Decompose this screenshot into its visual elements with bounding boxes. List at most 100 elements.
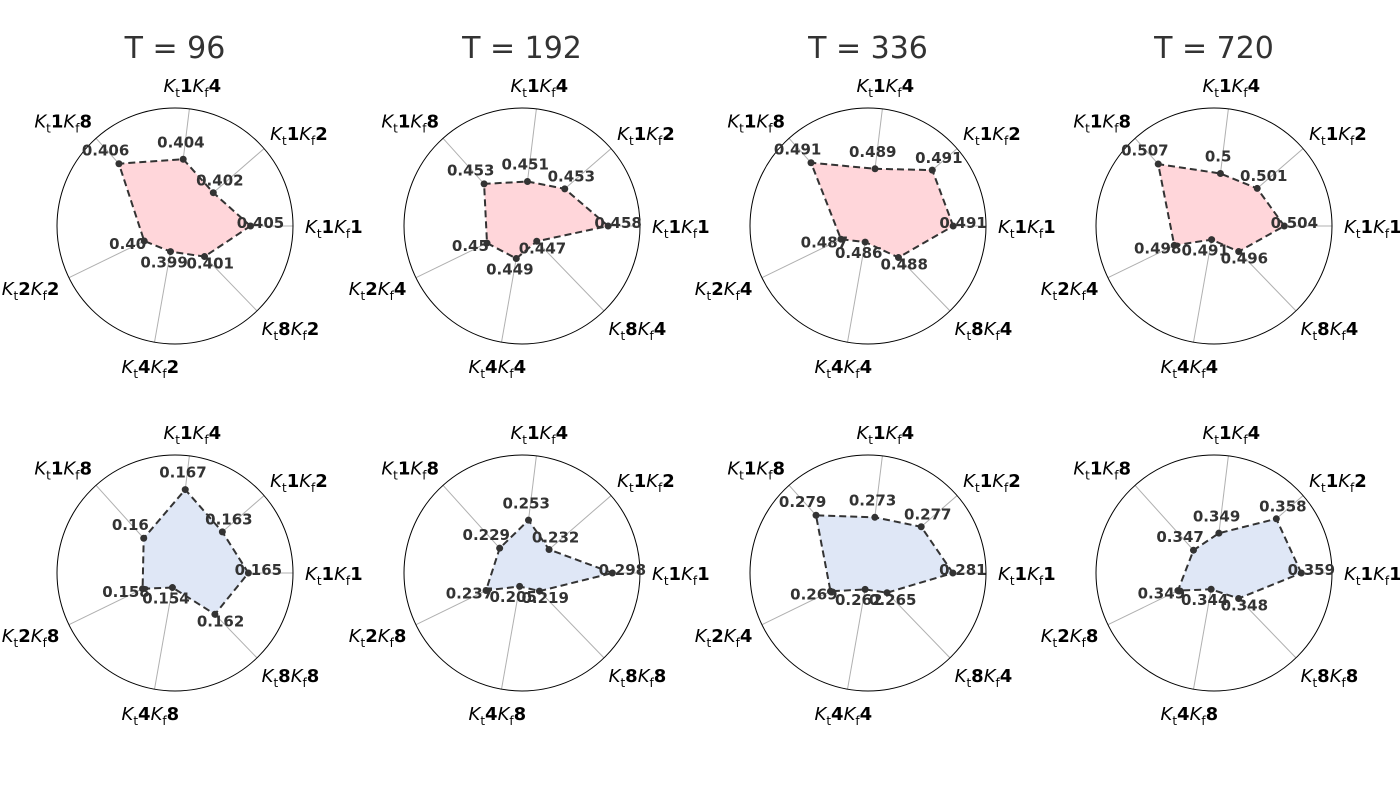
axis-label: Kt1Kf2 [963, 471, 1021, 495]
outer-circle [749, 107, 987, 345]
axis-label: Kt1Kf1 [998, 217, 1056, 241]
data-point [861, 585, 869, 593]
data-point [1215, 529, 1223, 537]
data-label: 0.253 [502, 494, 549, 512]
axis-label: Kt1Kf4 [856, 423, 914, 447]
axis-label: Kt8Kf8 [262, 666, 320, 690]
axis-label: Kt1Kf2 [1309, 124, 1367, 148]
data-label: 0.447 [519, 239, 566, 257]
panel-title: T = 192 [461, 31, 582, 66]
data-label: 0.167 [159, 464, 206, 482]
series-line [117, 158, 253, 258]
axis-label: Kt2Kf8 [349, 626, 407, 650]
spoke-line [1193, 225, 1215, 343]
data-label: 0.504 [1271, 214, 1318, 232]
data-point [1272, 515, 1280, 523]
axis-label: Kt1Kf4 [163, 423, 221, 447]
data-point [871, 513, 879, 521]
data-label: 0.279 [779, 493, 826, 511]
data-label: 0.507 [1121, 142, 1168, 160]
data-label: 0.491 [915, 149, 962, 167]
data-point [949, 569, 957, 577]
axis-label: Kt1Kf4 [1202, 76, 1260, 100]
data-point [837, 235, 845, 243]
data-point [211, 610, 219, 618]
spoke-line [154, 572, 176, 690]
axis-label: Kt1Kf8 [727, 458, 785, 482]
data-point [1170, 241, 1178, 249]
axis-label: Kt4Kf4 [815, 357, 873, 381]
data-point [1207, 585, 1215, 593]
data-label: 0.488 [880, 256, 927, 274]
data-label: 0.406 [82, 141, 129, 159]
outer-circle [403, 454, 641, 692]
data-point [861, 238, 869, 246]
data-point [1208, 236, 1216, 244]
axis-label: Kt1Kf1 [305, 564, 363, 588]
data-point [512, 255, 520, 263]
axis-label: Kt1Kf8 [34, 458, 92, 482]
axis-label: Kt1Kf4 [163, 76, 221, 100]
data-point [209, 189, 217, 197]
axis-label: Kt1Kf2 [617, 124, 675, 148]
data-point [201, 253, 209, 261]
data-point [604, 222, 612, 230]
data-label: 0.277 [904, 506, 951, 524]
data-point [1297, 569, 1305, 577]
data-point [218, 528, 226, 536]
data-point [1235, 594, 1243, 602]
data-label: 0.237 [446, 585, 493, 603]
axis-label: Kt1Kf2 [1309, 471, 1367, 495]
axis-label: Kt1Kf1 [652, 564, 710, 588]
data-point [807, 159, 815, 167]
series-area [1177, 518, 1302, 599]
data-label: 0.404 [157, 133, 204, 151]
data-point [482, 587, 490, 595]
data-label: 0.5 [1205, 148, 1232, 166]
series-line [141, 488, 250, 616]
data-point [244, 569, 252, 577]
data-label: 0.298 [599, 561, 646, 579]
data-label: 0.40 [109, 235, 146, 253]
axis-label: Kt2Kf4 [695, 626, 753, 650]
data-point [928, 166, 936, 174]
data-label: 0.154 [142, 589, 189, 607]
axis-label: Kt4Kf8 [1161, 704, 1219, 728]
data-point [516, 582, 524, 590]
data-label: 0.405 [237, 214, 284, 232]
radar-panel-8: 0.3590.3580.3490.3470.3490.3440.348Kt1Kf… [1041, 423, 1400, 728]
axis-label: Kt1Kf1 [1344, 564, 1400, 588]
spoke-line [501, 572, 523, 690]
axis-label: Kt8Kf2 [262, 319, 320, 343]
axis-label: Kt8Kf8 [609, 666, 667, 690]
data-point [524, 516, 532, 524]
axis-label: Kt8Kf4 [955, 319, 1013, 343]
data-label: 0.496 [1221, 250, 1268, 268]
outer-circle [749, 454, 987, 692]
outer-circle [1095, 454, 1333, 692]
axis-label: Kt1Kf8 [381, 111, 439, 135]
series-area [484, 181, 609, 259]
data-label: 0.158 [102, 583, 149, 601]
axis-label: Kt1Kf2 [270, 124, 328, 148]
data-point [523, 177, 531, 185]
data-point [166, 248, 174, 256]
axis-label: Kt1Kf1 [305, 217, 363, 241]
data-label: 0.498 [1134, 240, 1181, 258]
data-label: 0.453 [548, 168, 595, 186]
axis-label: Kt1Kf8 [381, 458, 439, 482]
data-label: 0.347 [1156, 528, 1203, 546]
axis-label: Kt2Kf4 [1041, 279, 1099, 303]
radar-panel-1: T = 96 0.405 0.402 0.404 0.406 0.400.3990.401… [2, 31, 363, 381]
data-label: 0.349 [1193, 507, 1240, 525]
axis-label: Kt1Kf8 [34, 111, 92, 135]
outer-circle [1095, 107, 1333, 345]
data-label: 0.281 [939, 561, 986, 579]
outer-circle [403, 107, 641, 345]
data-point [483, 239, 491, 247]
axis-label: Kt1Kf4 [510, 76, 568, 100]
axis-label: Kt2Kf4 [695, 279, 753, 303]
